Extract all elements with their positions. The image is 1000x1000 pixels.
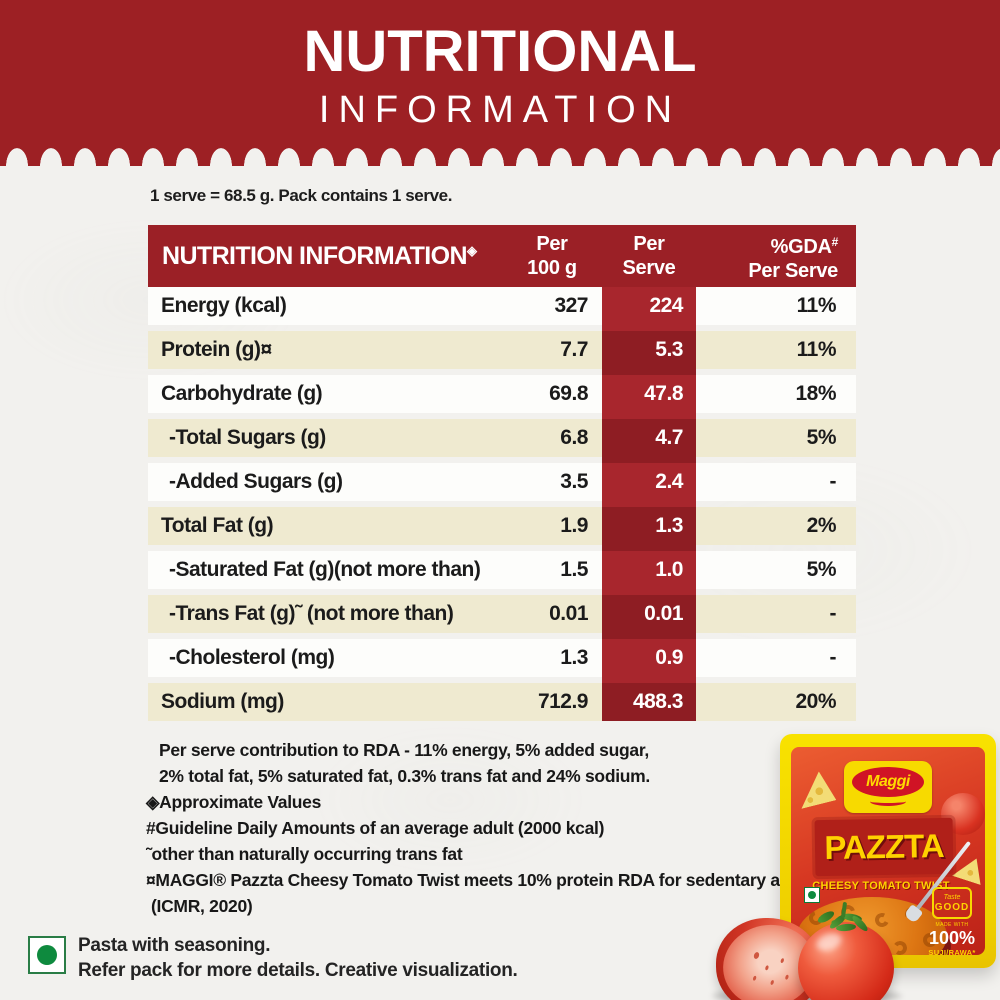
nutrient-label: Protein (g)¤: [161, 338, 272, 361]
per-serve-value: 2.4: [602, 463, 696, 507]
table-row: Sodium (mg) 712.9 488.3 20%: [148, 683, 856, 721]
disclaimer-line-1: Pasta with seasoning.: [78, 935, 271, 956]
maggi-logo: Maggi: [844, 761, 932, 813]
nutrient-label: -Added Sugars (g): [169, 470, 343, 493]
footnotes: Per serve contribution to RDA - 11% ener…: [146, 737, 821, 919]
nutrient-label: -Saturated Fat (g)(not more than): [169, 558, 481, 581]
table-title-text: NUTRITION INFORMATION: [162, 241, 468, 270]
per-100g-value: 3.5: [560, 470, 588, 493]
per-serve-value: 1.0: [602, 551, 696, 595]
nutrient-label: -Cholesterol (mg): [169, 646, 335, 669]
per-serve-value: 0.9: [602, 639, 696, 683]
table-row: Energy (kcal) 327 224 11%: [148, 287, 856, 331]
table-row: Protein (g)¤ 7.7 5.3 11%: [148, 331, 856, 375]
nutrition-table: NUTRITION INFORMATION◈ Per 100 g Per Ser…: [148, 225, 856, 727]
col-header-per-serve: Per Serve: [622, 233, 676, 279]
nutrition-table-body: Energy (kcal) 327 224 11% Protein (g)¤ 7.7 5.3…: [148, 287, 856, 721]
per-100g-value: 712.9: [537, 690, 589, 713]
pazzta-wordmark: PAZZTA: [814, 817, 954, 877]
table-row: Carbohydrate (g) 69.8 47.8 18%: [148, 375, 856, 419]
table-row: Total Fat (g) 1.9 1.3 2%: [148, 507, 856, 551]
per-serve-value: 488.3: [602, 683, 696, 721]
disclaimer-line-2: Refer pack for more details. Creative vi…: [78, 960, 518, 981]
approx-values-symbol: ◈: [466, 242, 477, 258]
nutrient-label: Energy (kcal): [161, 294, 287, 317]
gda-value: -: [829, 646, 837, 669]
gda-value: 11%: [796, 294, 837, 317]
table-title: NUTRITION INFORMATION◈: [148, 242, 502, 271]
footnote-line: #Guideline Daily Amounts of an average a…: [146, 818, 605, 838]
page-title: NUTRITIONAL: [303, 19, 697, 84]
footnote-line: 2% total fat, 5% saturated fat, 0.3% tra…: [159, 766, 650, 786]
percent-claim: 100%: [928, 928, 976, 948]
footnote-line: ¤MAGGI® Pazzta Cheesy Tomato Twist meets…: [146, 870, 821, 890]
whole-tomato-image: [798, 922, 894, 1000]
veg-symbol-icon: [28, 936, 66, 974]
cheese-wedge-icon: [794, 769, 837, 809]
maggi-logo-smile: [870, 797, 906, 806]
page-subtitle: INFORMATION: [318, 89, 682, 131]
per-serve-value: 47.8: [602, 375, 696, 419]
gda-value: -: [829, 470, 837, 493]
variant-label: CHEESY TOMATO TWIST: [812, 880, 950, 892]
per-100g-value: 1.5: [560, 558, 588, 581]
gda-value: 18%: [795, 382, 836, 405]
per-serve-value: 4.7: [602, 419, 696, 463]
pack-veg-symbol-icon: [804, 887, 820, 903]
gda-value: 11%: [796, 338, 837, 361]
per-100g-value: 0.01: [549, 602, 588, 625]
nutrient-label: Carbohydrate (g): [161, 382, 323, 405]
table-row: -Added Sugars (g) 3.5 2.4 -: [148, 463, 856, 507]
noodle-curl: [873, 911, 891, 929]
disclaimer: Pasta with seasoning. Refer pack for mor…: [78, 933, 518, 983]
col-header-gda: %GDA# Per Serve: [748, 234, 839, 282]
gda-value: 5%: [806, 558, 837, 581]
nutrient-label: Sodium (mg): [161, 690, 284, 713]
per-serve-value: 224: [602, 287, 696, 331]
gda-value: 20%: [795, 690, 836, 713]
per-100g-value: 1.3: [560, 646, 588, 669]
title-banner: NUTRITIONAL INFORMATION: [0, 0, 1000, 166]
per-100g-value: 7.7: [560, 338, 588, 361]
footnote-line: Per serve contribution to RDA - 11% ener…: [159, 740, 649, 760]
serve-note: 1 serve = 68.5 g. Pack contains 1 serve.: [150, 186, 453, 205]
suji-rawa-label: SUJI/RAWA*: [928, 948, 976, 955]
nutrient-label: -Trans Fat (g)˜ (not more than): [169, 602, 454, 625]
nutrient-label: -Total Sugars (g): [169, 426, 326, 449]
maggi-logo-text: Maggi: [866, 773, 910, 790]
nutrition-table-header: NUTRITION INFORMATION◈ Per 100 g Per Ser…: [148, 225, 856, 287]
noodle-curl: [891, 939, 909, 955]
col-header-per-100g: Per 100 g: [527, 233, 577, 279]
table-row: -Saturated Fat (g)(not more than) 1.5 1.0 5…: [148, 551, 856, 595]
made-with-label: MADE WITH: [935, 922, 969, 928]
pack-side-claims: Taste GOOD MADE WITH 100% SUJI/RAWA* AND…: [923, 887, 981, 955]
product-pack-image: Maggi PAZZTA CHEESY TOMATO TWIST: [780, 734, 996, 968]
per-serve-value: 1.3: [602, 507, 696, 551]
tomato-seeds: [752, 951, 761, 960]
gda-value: 5%: [806, 426, 837, 449]
per-100g-value: 69.8: [549, 382, 588, 405]
per-serve-value: 0.01: [602, 595, 696, 639]
table-row: -Trans Fat (g)˜ (not more than) 0.01 0.01 -: [148, 595, 856, 639]
footnote-line: ˜other than naturally occurring trans fa…: [146, 844, 463, 864]
footnote-line: ◈Approximate Values: [146, 792, 322, 812]
gda-value: 2%: [806, 514, 837, 537]
table-row: -Total Sugars (g) 6.8 4.7 5%: [148, 419, 856, 463]
taste-good-badge: Taste GOOD: [932, 887, 972, 919]
veg-dot: [37, 945, 57, 965]
per-100g-value: 1.9: [560, 514, 588, 537]
gda-value: -: [829, 602, 837, 625]
gda-footnote-symbol: #: [831, 234, 839, 249]
per-100g-value: 327: [554, 294, 588, 317]
pack-front-panel: Maggi PAZZTA CHEESY TOMATO TWIST: [791, 747, 985, 955]
per-100g-value: 6.8: [560, 426, 588, 449]
nutrient-label: Total Fat (g): [161, 514, 274, 537]
per-serve-value: 5.3: [602, 331, 696, 375]
table-row: -Cholesterol (mg) 1.3 0.9 -: [148, 639, 856, 683]
footnote-line: (ICMR, 2020): [151, 896, 253, 916]
pack-pouch: Maggi PAZZTA CHEESY TOMATO TWIST: [780, 734, 996, 968]
